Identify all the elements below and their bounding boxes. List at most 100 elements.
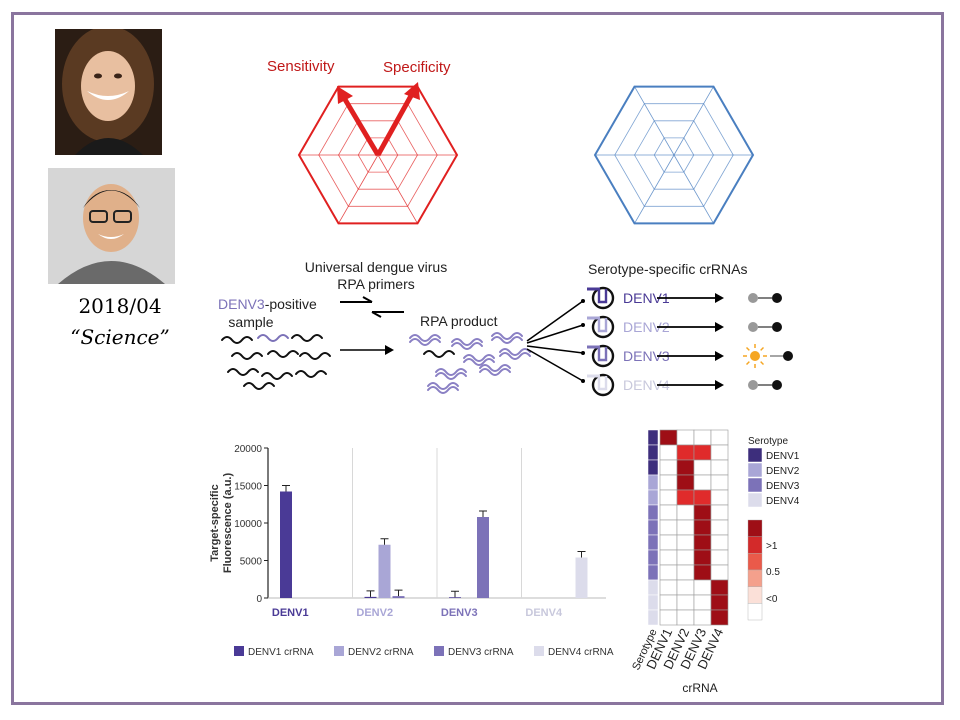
heatmap-cell	[710, 549, 729, 566]
heatmap-cell	[676, 549, 695, 566]
serotype-cell	[647, 594, 659, 611]
serotype-cell	[647, 564, 659, 581]
rna-strand	[463, 354, 495, 362]
serotype-legend-swatch	[747, 447, 763, 463]
crrna-ring-icon	[591, 286, 615, 310]
heatmap-cell	[710, 594, 729, 611]
heatmap-cell	[676, 564, 695, 581]
heatmap-cell	[710, 534, 729, 551]
cleavage-arrow-head	[715, 380, 724, 390]
bar	[378, 544, 391, 598]
y-tick-label: 10000	[234, 519, 262, 530]
primer-arrows-icon	[340, 296, 404, 318]
portrait-photo-woman	[55, 29, 162, 155]
serotype-legend-label: DENV1	[766, 451, 800, 462]
rna-strand	[499, 348, 531, 356]
radar-outline	[593, 85, 755, 225]
heatmap-cell	[710, 579, 729, 596]
heatmap-cell	[659, 459, 678, 476]
heatmap-cell	[659, 489, 678, 506]
serotype-cell	[647, 579, 659, 596]
heatmap-cell	[659, 594, 678, 611]
heatmap-cell	[659, 549, 678, 566]
rna-strand	[221, 336, 253, 344]
quencher-icon	[772, 293, 782, 303]
cleavage-arrow-head	[715, 293, 724, 303]
fan-arrow-line	[526, 324, 584, 344]
heatmap-cell	[693, 444, 712, 461]
heatmap-cell	[710, 489, 729, 506]
radar-spoke	[634, 86, 675, 156]
scale-swatch	[747, 586, 763, 604]
rna-strand	[267, 350, 299, 358]
sensitivity-label: Sensitivity	[267, 58, 335, 75]
quencher-icon	[772, 322, 782, 332]
serotype-legend-swatch	[747, 462, 763, 478]
fan-out-arrows	[526, 299, 585, 383]
sample-rna-icon	[221, 334, 331, 390]
rna-strand	[451, 338, 483, 346]
crrna-ring-icon	[591, 344, 615, 368]
glow-ray	[745, 361, 750, 366]
reporter-icon	[748, 293, 758, 303]
crrna-rows: DENV1 DENV2 DENV3 DENV4	[587, 286, 793, 397]
y-tick-label: 5000	[240, 557, 263, 568]
heatmap-cell	[659, 564, 678, 581]
scale-swatch	[747, 569, 763, 587]
serotype-legend-swatch	[747, 492, 763, 508]
heatmap-cell	[659, 609, 678, 626]
bar	[575, 557, 588, 598]
heatmap-cell	[710, 429, 729, 446]
serotype-cell	[647, 609, 659, 626]
publication-date: 2018/04	[78, 294, 162, 318]
primers-label-line1: Universal dengue virus	[305, 259, 447, 275]
radar-spoke	[338, 154, 379, 224]
serotype-legend-label: DENV3	[766, 481, 800, 492]
rna-strand	[409, 338, 441, 346]
rna-strand	[257, 334, 289, 342]
fan-arrow-line	[526, 348, 584, 382]
heatmap-cell	[710, 609, 729, 626]
bar	[392, 596, 405, 598]
bar	[449, 597, 461, 598]
heatmap-cell	[693, 519, 712, 536]
bar	[477, 517, 489, 598]
legend-label: DENV2 crRNA	[348, 647, 414, 658]
crrna-hairpin-icon	[597, 347, 608, 362]
scale-swatch	[747, 553, 763, 571]
legend-label: DENV1 crRNA	[248, 647, 314, 658]
glow-ray	[760, 361, 765, 366]
bar	[364, 596, 377, 598]
heatmap-x-label: crRNA	[682, 681, 717, 695]
serotype-cell	[647, 459, 659, 476]
y-axis-label: Target-specificFluorescence (a.u.)	[209, 473, 234, 574]
fan-arrow-head	[581, 379, 585, 383]
scale-label: <0	[766, 594, 778, 605]
rna-strand	[227, 368, 259, 376]
radar-spoke	[673, 86, 714, 156]
heatmap-cell	[676, 504, 695, 521]
legend-label: DENV4 crRNA	[548, 647, 614, 658]
rna-strand	[499, 352, 531, 360]
serotype-cell	[647, 519, 659, 536]
heatmap-cell	[693, 609, 712, 626]
scale-label: 0.5	[766, 567, 780, 578]
heatmap-cell	[676, 594, 695, 611]
crrna-ring-icon	[591, 315, 615, 339]
bar	[280, 491, 292, 598]
specificity-label: Specificity	[383, 59, 451, 76]
legend-swatch	[434, 646, 444, 656]
heatmap-cell	[676, 444, 695, 461]
rna-strand	[427, 382, 459, 390]
rna-strand	[479, 364, 511, 372]
fan-arrow-head	[581, 323, 585, 327]
quencher-icon	[783, 351, 793, 361]
y-tick-label: 20000	[234, 444, 262, 455]
reporter-icon	[748, 380, 758, 390]
heatmap-cell	[710, 564, 729, 581]
serotype-legend-label: DENV4	[766, 496, 800, 507]
portrait-photo-man	[48, 168, 175, 284]
crrna-title: Serotype-specific crRNAs	[588, 261, 748, 277]
heatmap-cell	[659, 429, 678, 446]
